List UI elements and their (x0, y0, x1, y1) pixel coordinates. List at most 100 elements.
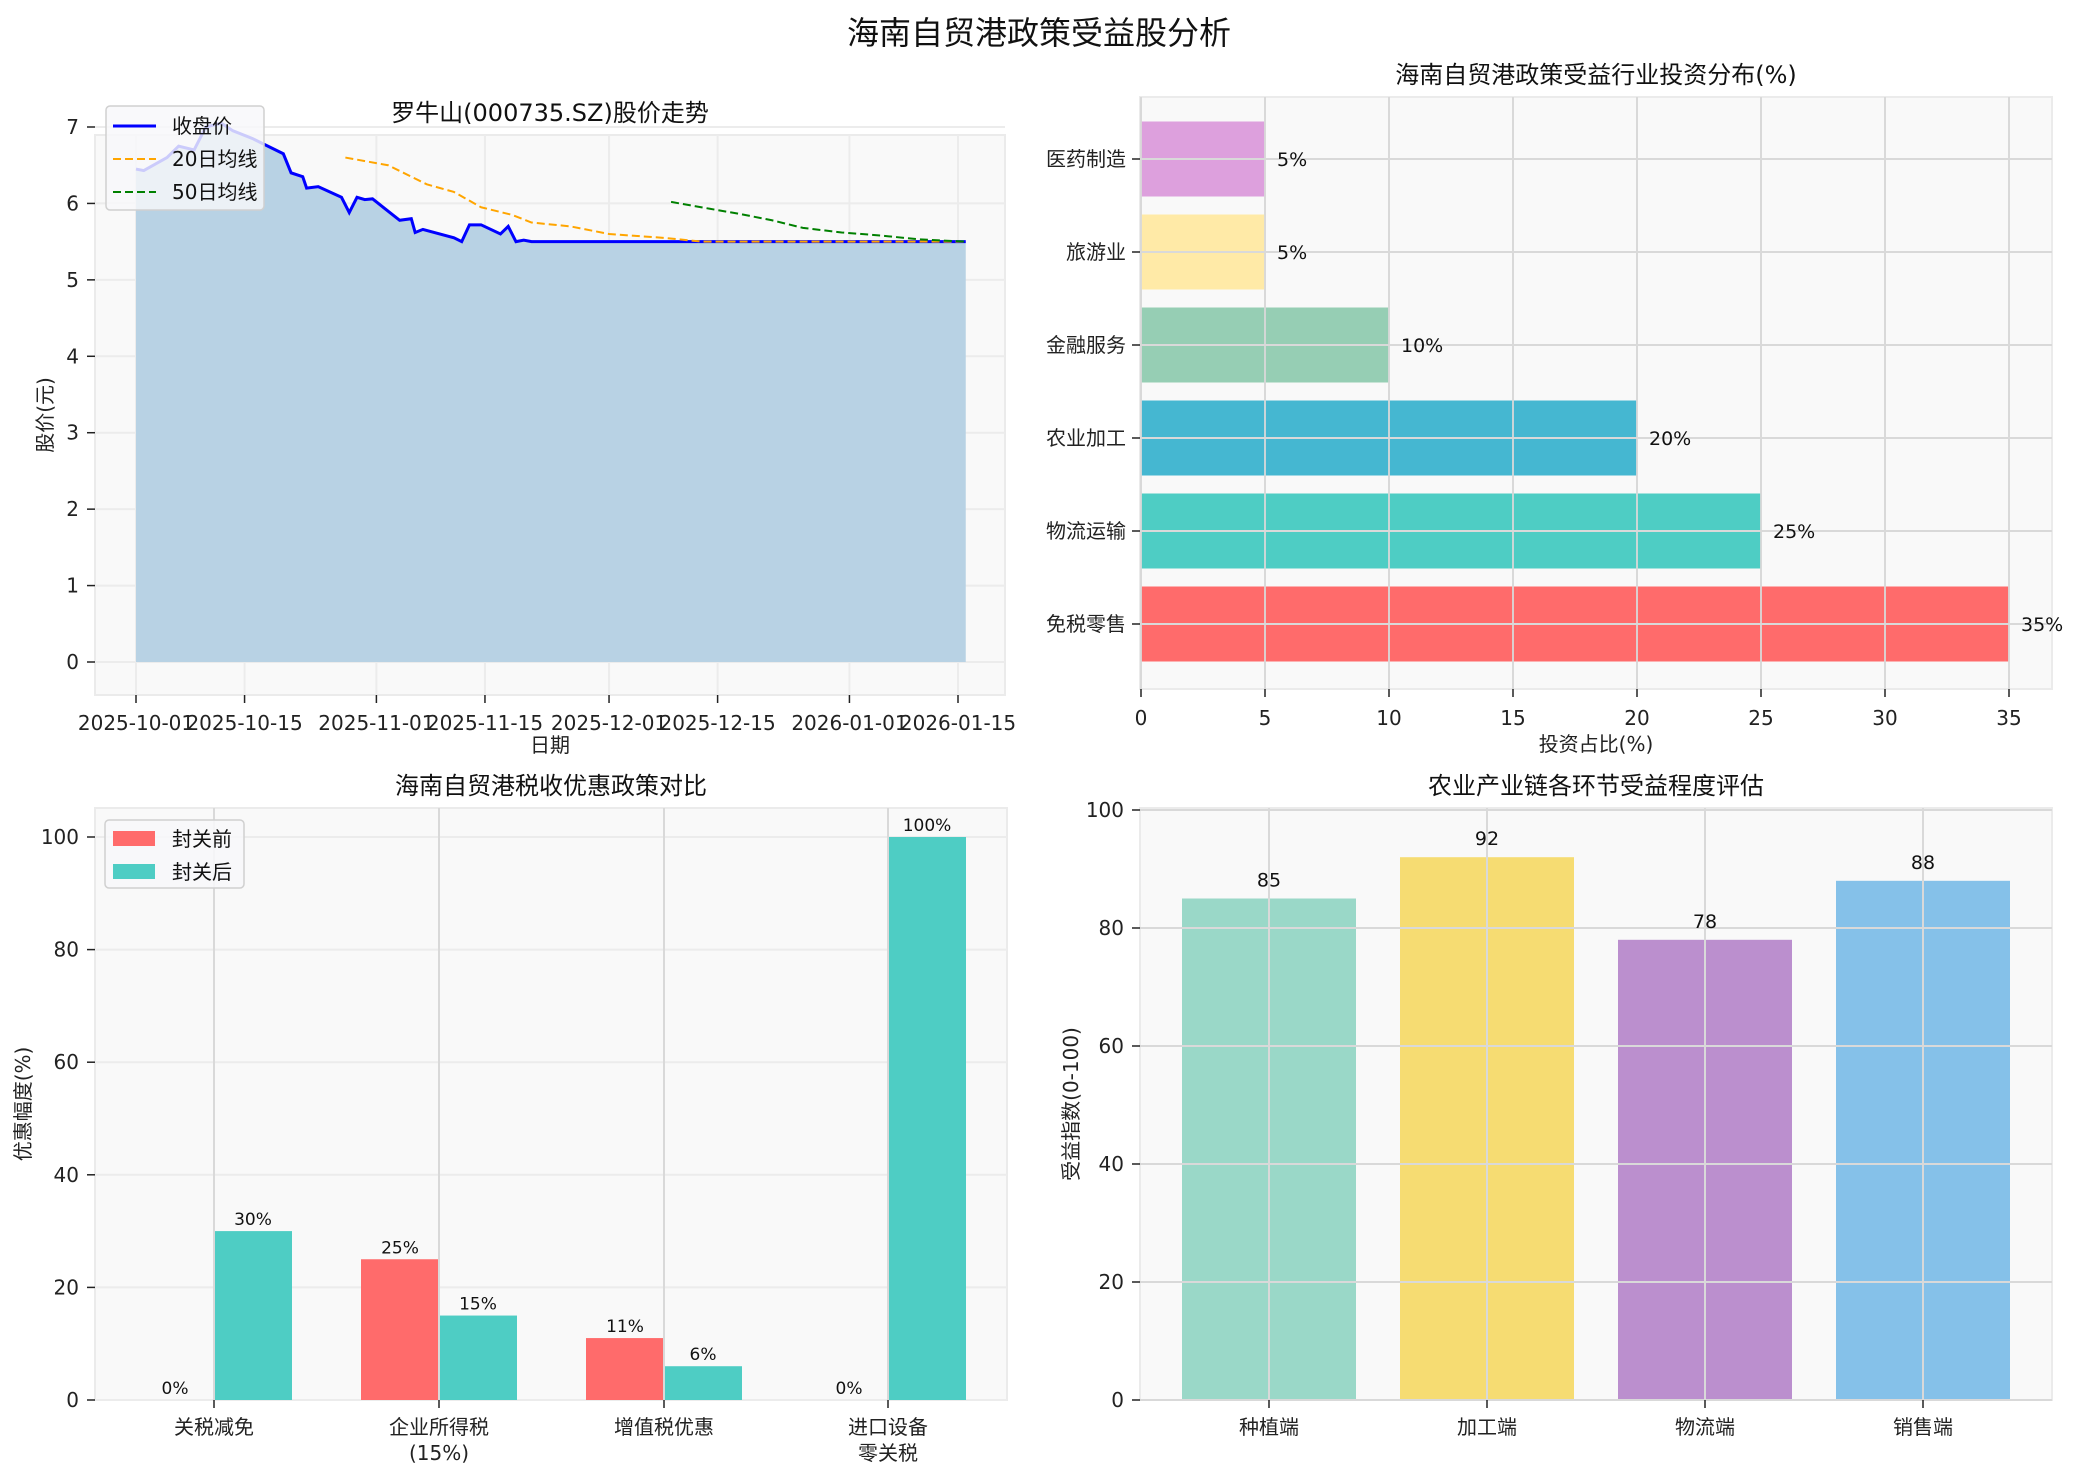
value-label: 30% (234, 1210, 272, 1230)
y-tick-label: 80 (1099, 916, 1124, 940)
value-label: 78 (1693, 911, 1717, 933)
x-tick-label: 25 (1748, 706, 1773, 730)
bar-0-1 (214, 1231, 292, 1400)
category-label: 进口设备 (848, 1415, 928, 1439)
figure-title: 海南自贸港政策受益股分析 (846, 14, 1231, 52)
x-tick-label: 2025-12-01 (551, 711, 667, 735)
category-label: 农业加工 (1046, 426, 1126, 450)
y-tick-label: 20 (54, 1275, 79, 1299)
bar-1-1 (439, 1315, 517, 1400)
value-label: 5% (1277, 242, 1307, 264)
bar-3-1 (888, 837, 966, 1400)
y-axis-label: 受益指数(0-100) (1059, 1027, 1083, 1181)
y-tick-label: 60 (1099, 1034, 1124, 1058)
x-tick-label: 30 (1872, 706, 1897, 730)
legend-label: 20日均线 (172, 147, 257, 171)
value-label: 20% (1649, 428, 1691, 450)
x-tick-label: 20 (1624, 706, 1649, 730)
category-label: 关税减免 (174, 1415, 254, 1439)
y-tick-label: 20 (1099, 1270, 1124, 1294)
y-tick-label: 5 (66, 268, 79, 292)
value-label: 92 (1475, 828, 1499, 850)
x-tick-label: 2026-01-01 (791, 711, 907, 735)
x-tick-label: 2025-10-01 (78, 711, 194, 735)
value-label: 35% (2021, 614, 2063, 636)
close-price-area (136, 123, 966, 662)
category-label: 销售端 (1893, 1415, 1953, 1439)
stock-title: 罗牛山(000735.SZ)股价走势 (391, 99, 709, 127)
category-label: 物流端 (1675, 1415, 1735, 1439)
category-label: 增值税优惠 (614, 1415, 714, 1439)
x-tick-label: 10 (1376, 706, 1401, 730)
bar-2-1 (664, 1366, 742, 1400)
x-tick-label: 35 (1996, 706, 2021, 730)
value-label: 25% (381, 1238, 419, 1258)
value-label: 11% (606, 1317, 644, 1337)
y-tick-label: 40 (1099, 1152, 1124, 1176)
category-label: 免税零售 (1046, 612, 1126, 636)
value-label: 0% (162, 1379, 189, 1399)
value-label: 10% (1401, 335, 1443, 357)
x-tick-label: 15 (1500, 706, 1525, 730)
y-tick-label: 1 (66, 574, 79, 598)
stock-legend: 收盘价 20日均线 50日均线 (105, 105, 265, 211)
legend-label: 封关后 (172, 860, 232, 884)
x-tick-label: 2025-11-01 (318, 711, 434, 735)
y-axis-label: 股价(元) (33, 377, 57, 453)
y-tick-label: 3 (66, 421, 79, 445)
value-label: 15% (459, 1295, 497, 1315)
x-tick-label: 2025-10-15 (186, 711, 302, 735)
x-tick-label: 2025-11-15 (427, 711, 543, 735)
legend-label: 封关前 (172, 827, 232, 851)
category-label: 加工端 (1457, 1415, 1517, 1439)
legend-box (105, 105, 265, 211)
legend-swatch (113, 864, 155, 879)
category-label: (15%) (409, 1441, 469, 1465)
y-tick-label: 80 (54, 938, 79, 962)
legend-label: 50日均线 (172, 180, 257, 204)
y-tick-label: 0 (66, 1388, 79, 1412)
value-label: 100% (903, 816, 952, 836)
series-line-2 (670, 200, 966, 243)
legend-label: 收盘价 (172, 114, 232, 138)
category-label: 零关税 (858, 1441, 918, 1465)
category-label: 种植端 (1239, 1415, 1299, 1439)
x-tick-label: 5 (1259, 706, 1272, 730)
x-tick-label: 2026-01-15 (900, 711, 1016, 735)
category-label: 企业所得税 (389, 1415, 489, 1439)
bar-2-0 (586, 1338, 664, 1400)
agri-title: 农业产业链各环节受益程度评估 (1428, 772, 1764, 800)
category-label: 旅游业 (1066, 240, 1126, 264)
y-tick-label: 100 (41, 825, 79, 849)
y-tick-label: 60 (54, 1050, 79, 1074)
value-label: 88 (1911, 852, 1935, 874)
y-tick-label: 6 (66, 191, 79, 215)
y-tick-label: 4 (66, 344, 79, 368)
x-axis-label: 日期 (530, 733, 570, 757)
x-tick-label: 2025-12-15 (659, 711, 775, 735)
y-tick-label: 0 (66, 650, 79, 674)
x-axis-label: 投资占比(%) (1539, 732, 1654, 756)
value-label: 85 (1257, 870, 1281, 892)
y-tick-label: 40 (54, 1163, 79, 1187)
y-tick-label: 7 (66, 115, 79, 139)
category-label: 金融服务 (1046, 333, 1126, 357)
value-label: 6% (690, 1345, 717, 1365)
tax-title: 海南自贸港税收优惠政策对比 (395, 772, 707, 800)
value-label: 5% (1277, 149, 1307, 171)
legend-swatch (113, 831, 155, 846)
value-label: 25% (1773, 521, 1815, 543)
category-label: 医药制造 (1046, 147, 1126, 171)
y-tick-label: 2 (66, 497, 79, 521)
industry-title: 海南自贸港政策受益行业投资分布(%) (1395, 61, 1797, 89)
y-tick-label: 100 (1086, 798, 1124, 822)
